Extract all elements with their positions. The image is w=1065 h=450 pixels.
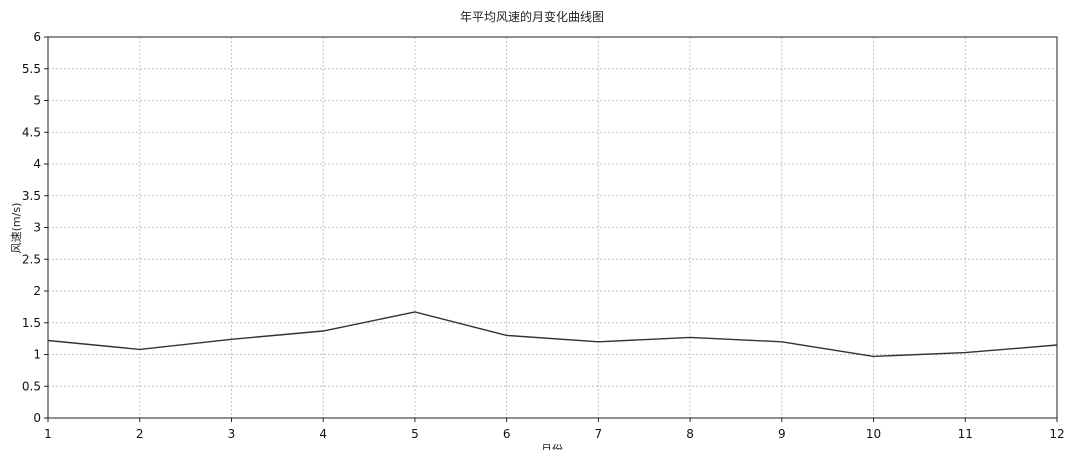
- x-tick-label: 1: [44, 427, 52, 441]
- x-tick-label: 3: [228, 427, 236, 441]
- y-tick-label: 3: [33, 221, 41, 235]
- x-tick-label: 9: [778, 427, 786, 441]
- x-axis-title: 月份: [541, 443, 563, 450]
- y-tick-label: 0.5: [22, 379, 41, 393]
- y-tick-label: 5: [33, 94, 41, 108]
- x-tick-label: 8: [686, 427, 694, 441]
- x-tick-label: 4: [319, 427, 327, 441]
- x-tick-label: 10: [866, 427, 881, 441]
- y-tick-label: 3.5: [22, 189, 41, 203]
- y-tick-label: 2: [33, 284, 41, 298]
- x-tick-label: 12: [1049, 427, 1064, 441]
- y-axis-title: 风速(m/s): [10, 203, 23, 254]
- series-line: [47, 311, 1058, 358]
- y-tick-label: 5.5: [22, 62, 41, 76]
- x-tick-label: 11: [958, 427, 973, 441]
- x-tick-label: 5: [411, 427, 419, 441]
- tick-labels: 00.511.522.533.544.555.561 2 3 4 5 6 7 8 9 10 11 12: [22, 30, 1065, 441]
- y-tick-label: 6: [33, 30, 41, 44]
- y-tick-label: 2.5: [22, 252, 41, 266]
- x-tick-label: 6: [503, 427, 511, 441]
- grid-lines: [48, 37, 1057, 418]
- chart-title: 年平均风速的月变化曲线图: [460, 9, 604, 24]
- y-tick-label: 1: [33, 348, 41, 362]
- x-tick-label: 2: [136, 427, 144, 441]
- y-tick-label: 4.5: [22, 125, 41, 139]
- y-tick-label: 0: [33, 411, 41, 425]
- y-tick-label: 4: [33, 157, 41, 171]
- axis-ticks: [44, 36, 1058, 422]
- y-tick-label: 1.5: [22, 316, 41, 330]
- x-tick-label: 7: [595, 427, 603, 441]
